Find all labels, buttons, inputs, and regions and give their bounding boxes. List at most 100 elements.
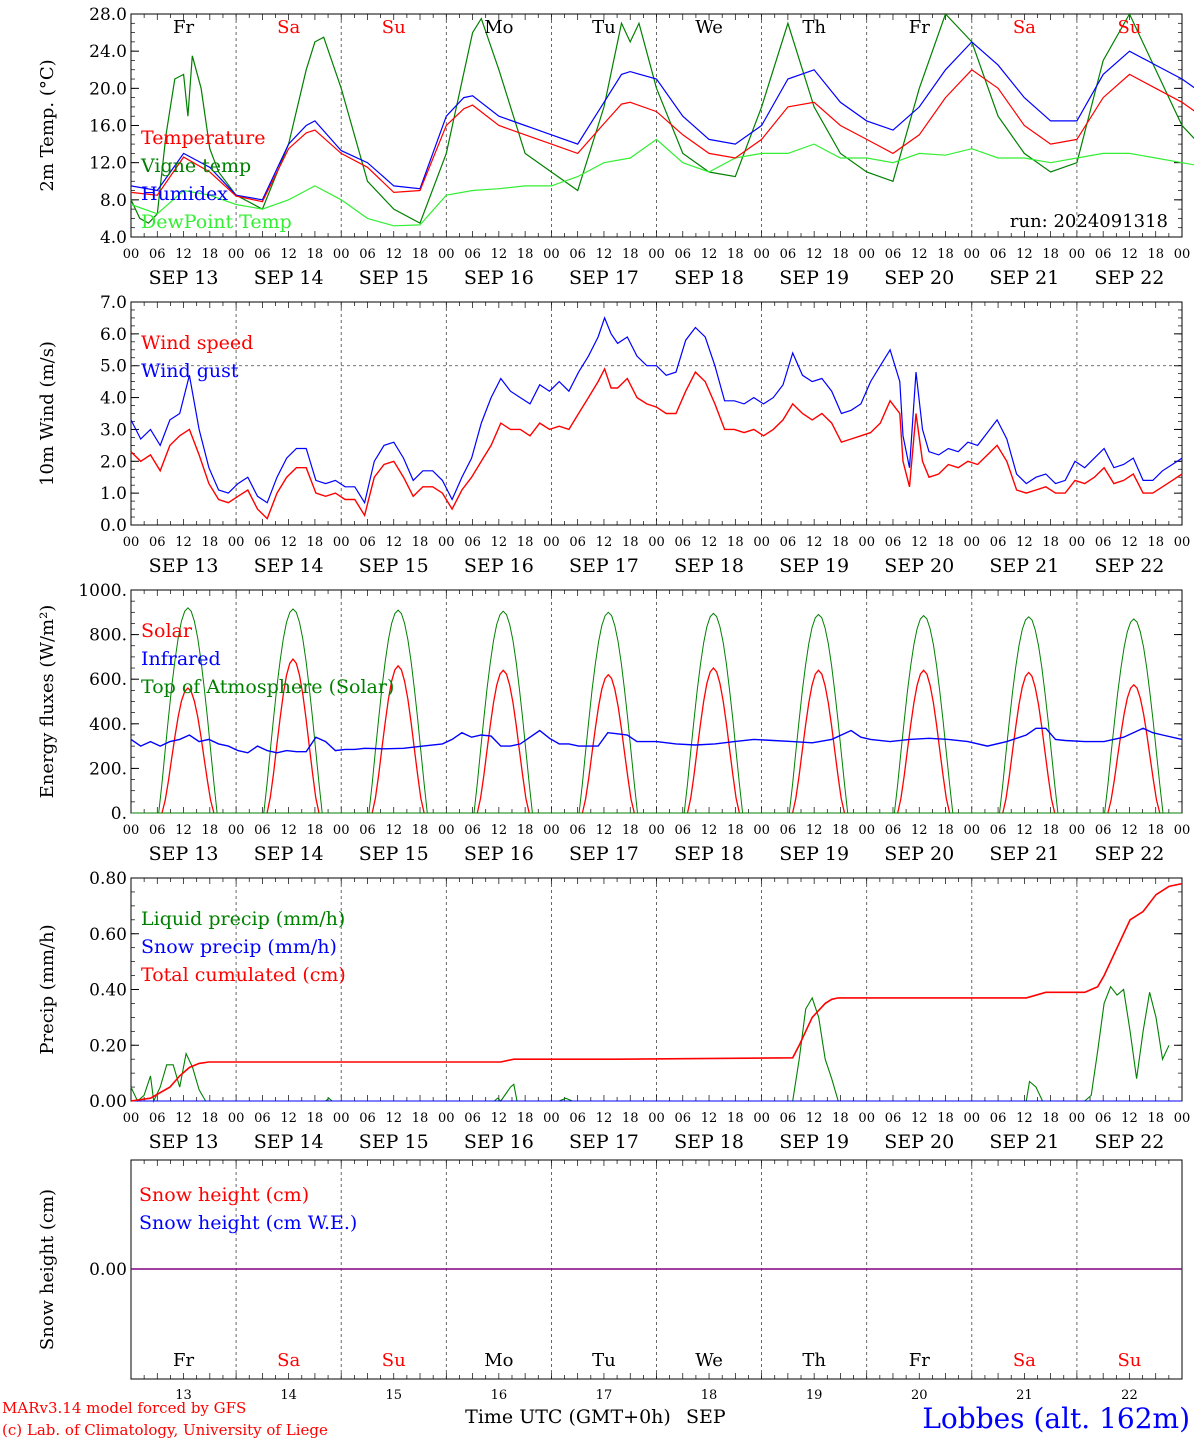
hour-label: 06 — [675, 823, 692, 838]
hour-label: 00 — [333, 535, 350, 550]
solar-day-4-line — [581, 673, 635, 814]
hour-label: 18 — [1147, 1111, 1164, 1126]
date-label: SEP 13 — [149, 843, 219, 865]
hour-label: 00 — [438, 823, 455, 838]
hour-label: 12 — [701, 247, 718, 262]
y-tick-label: 0.0 — [100, 516, 127, 536]
date-label: SEP 16 — [464, 843, 534, 865]
hour-label: 06 — [885, 1111, 902, 1126]
toa-solar-day-2-line — [368, 609, 428, 814]
hour-label: 00 — [858, 247, 875, 262]
hour-label: 00 — [964, 247, 981, 262]
hour-label: 06 — [254, 823, 271, 838]
legend-label: Vigne temp — [140, 155, 251, 177]
hour-label: 00 — [858, 823, 875, 838]
y-tick-label: 4.0 — [100, 228, 127, 248]
wind-speed-line — [130, 367, 1183, 520]
solar-day-7-line — [897, 669, 951, 814]
hour-label: 18 — [307, 535, 324, 550]
date-label: SEP 14 — [254, 555, 324, 577]
hour-label: 18 — [622, 247, 639, 262]
hour-label: 12 — [701, 535, 718, 550]
hour-label: 06 — [254, 1111, 271, 1126]
hour-label: 18 — [517, 535, 534, 550]
date-label: SEP 16 — [464, 1131, 534, 1153]
hour-label: 12 — [175, 823, 192, 838]
hour-label: 00 — [1174, 823, 1191, 838]
y-tick-label: 0.00 — [89, 1260, 127, 1280]
toa-solar-day-4-line — [578, 611, 638, 814]
y-tick-label: 28.0 — [89, 5, 127, 25]
hour-label: 12 — [175, 1111, 192, 1126]
hour-label: 06 — [675, 535, 692, 550]
hour-label: 18 — [937, 247, 954, 262]
hour-label: 18 — [1147, 823, 1164, 838]
hour-label: 00 — [543, 247, 560, 262]
hour-label: 00 — [753, 1111, 770, 1126]
hour-label: 12 — [911, 535, 928, 550]
legend-label: DewPoint Temp — [141, 211, 292, 233]
temp-series-3-group — [130, 138, 1194, 227]
infrared-group — [130, 727, 1183, 754]
legend-label: Top of Atmosphere (Solar) — [141, 676, 394, 698]
y-tick-label: 2.0 — [100, 452, 127, 472]
legend-label: Snow precip (mm/h) — [141, 936, 337, 958]
hour-label: 12 — [806, 1111, 823, 1126]
date-label: SEP 21 — [989, 267, 1059, 289]
y-axis-label: 2m Temp. (°C) — [37, 59, 58, 191]
hour-label: 18 — [412, 823, 429, 838]
date-label: SEP 18 — [674, 843, 744, 865]
solar-day-3-group — [476, 669, 530, 814]
hour-label: 18 — [202, 823, 219, 838]
day-abbr: Fr — [909, 1350, 930, 1371]
wind-speed-group — [130, 367, 1183, 520]
hour-label: 18 — [412, 1111, 429, 1126]
hour-label: 00 — [964, 535, 981, 550]
temp-series-3-line — [130, 138, 1194, 227]
toa-solar-day-8-group — [999, 616, 1059, 814]
date-label: SEP 17 — [569, 555, 639, 577]
hour-label: 12 — [280, 1111, 297, 1126]
toa-solar-day-3-group — [473, 610, 533, 814]
solar-day-9-group — [1107, 683, 1161, 814]
station-label: Lobbes (alt. 162m) — [922, 1402, 1190, 1435]
hour-label: 12 — [175, 247, 192, 262]
date-label: SEP 15 — [359, 267, 429, 289]
temp-series-0-group — [130, 69, 1194, 203]
date-label: SEP 17 — [569, 1131, 639, 1153]
hour-label: 00 — [123, 1111, 140, 1126]
hour-label: 12 — [1016, 535, 1033, 550]
date-label: SEP 18 — [674, 555, 744, 577]
x-axis-label: Time UTC (GMT+0h) — [465, 1406, 671, 1428]
hour-label: 12 — [806, 535, 823, 550]
solar-day-5-group — [686, 666, 741, 814]
hour-label: 12 — [596, 1111, 613, 1126]
day-abbr: Mo — [484, 17, 513, 38]
total-cumulated-line — [130, 882, 1183, 1102]
hour-label: 06 — [569, 823, 586, 838]
hour-label: 06 — [990, 535, 1007, 550]
date-label: SEP 19 — [779, 267, 849, 289]
toa-solar-day-8-line — [999, 616, 1059, 814]
hour-label: 06 — [1095, 535, 1112, 550]
hour-label: 00 — [648, 247, 665, 262]
hour-label: 00 — [1069, 535, 1086, 550]
legend-label: Snow height (cm) — [139, 1184, 309, 1206]
plot-frame — [130, 301, 1183, 526]
y-tick-label: 12.0 — [89, 154, 127, 174]
date-label: SEP 16 — [464, 555, 534, 577]
hour-label: 00 — [753, 247, 770, 262]
date-label: SEP 21 — [989, 1131, 1059, 1153]
hour-label: 12 — [491, 247, 508, 262]
lab-credit: (c) Lab. of Climatology, University of L… — [2, 1421, 328, 1439]
hour-label: 18 — [1042, 823, 1059, 838]
hour-label: 00 — [123, 535, 140, 550]
hour-label: 00 — [543, 823, 560, 838]
hour-label: 12 — [280, 247, 297, 262]
date-label: SEP 16 — [464, 267, 534, 289]
hour-label: 18 — [307, 823, 324, 838]
date-label: SEP 17 — [569, 843, 639, 865]
day-number: 20 — [911, 1388, 928, 1403]
day-abbr: Fr — [173, 17, 194, 38]
